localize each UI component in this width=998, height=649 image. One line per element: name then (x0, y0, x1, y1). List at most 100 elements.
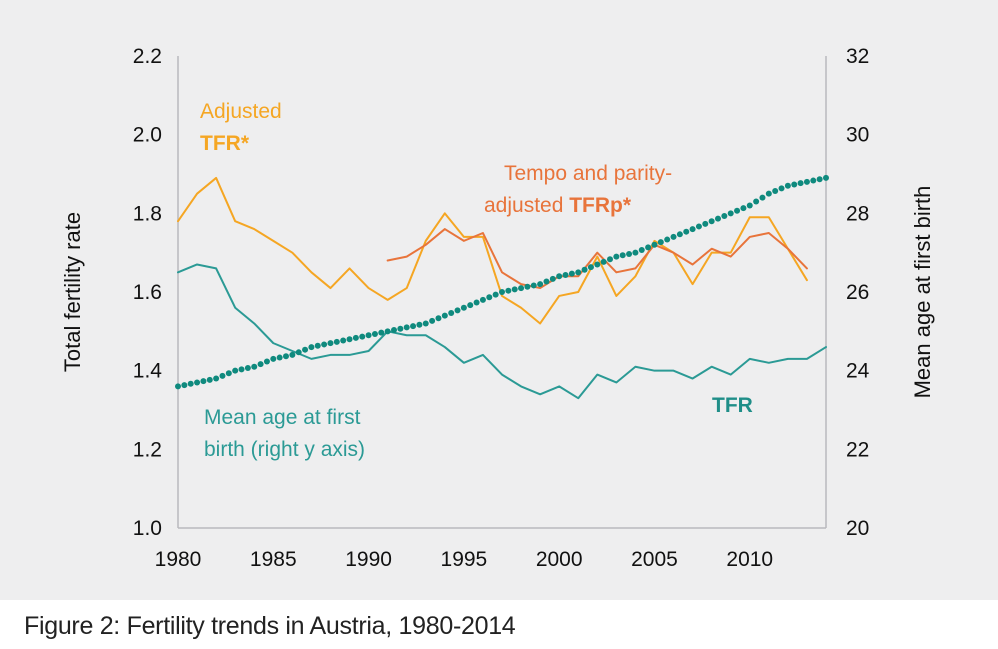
mean-age-dot (225, 370, 232, 377)
y2-tick-label: 24 (846, 360, 870, 383)
mean-age-dot (314, 342, 321, 349)
mean-age-dot (746, 202, 753, 209)
left-axis-title: Total fertility rate (60, 212, 85, 372)
mean-age-dot (664, 236, 671, 243)
mean-age-dot (473, 299, 480, 306)
mean-age-dot (715, 215, 721, 222)
tfrp-annotation-line1: Tempo and parity- (504, 162, 672, 185)
mean-age-dot (816, 176, 823, 183)
mean-age-dot (607, 256, 613, 263)
mean-age-dot (283, 353, 289, 360)
x-tick-label: 1990 (345, 548, 392, 571)
mean-age-dot (181, 382, 188, 389)
mean-age-dot (460, 304, 467, 311)
mean-age-dot (613, 253, 620, 260)
mean-age-dot (511, 286, 518, 293)
mean-age-dot (619, 252, 626, 259)
mean-age-annotation-line1: Mean age at first (204, 406, 361, 429)
mean-age-dot (194, 379, 201, 386)
mean-age-dot (702, 220, 709, 227)
mean-age-dot (276, 354, 283, 361)
y2-tick-label: 20 (846, 517, 869, 540)
tfrp-annotation-line2: adjusted TFRp* (484, 194, 632, 217)
right-axis-title: Mean age at first birth (910, 186, 935, 399)
y-tick-label: 1.8 (133, 202, 162, 225)
mean-age-dot (575, 269, 582, 276)
mean-age-dot (638, 247, 645, 254)
mean-age-dot (708, 218, 715, 225)
y-tick-label: 1.2 (133, 438, 162, 461)
mean-age-dot (721, 212, 728, 219)
tfrp-annotation-line2-regular: adjusted (484, 194, 569, 217)
mean-age-dot (384, 328, 391, 335)
mean-age-dot (263, 358, 270, 365)
mean-age-dot (232, 367, 239, 374)
y-tick-label: 1.4 (133, 360, 163, 383)
mean-age-dot (759, 194, 766, 201)
x-tick-labels: 1980 1985 1990 1995 2000 2005 2010 (155, 548, 773, 571)
mean-age-dot (765, 190, 772, 197)
mean-age-dot (772, 188, 779, 195)
mean-age-dot (289, 351, 296, 358)
mean-age-dot (359, 333, 366, 340)
mean-age-dot (492, 291, 499, 298)
caption-band: Figure 2: Fertility trends in Austria, 1… (0, 600, 998, 649)
mean-age-dot (238, 366, 245, 373)
mean-age-dot (581, 266, 588, 273)
mean-age-dot (327, 340, 334, 347)
mean-age-dot (308, 344, 315, 351)
mean-age-dot (340, 337, 347, 344)
mean-age-dot (346, 336, 353, 343)
mean-age-dot (727, 210, 734, 217)
y2-tick-label: 26 (846, 281, 869, 304)
mean-age-dot (734, 207, 741, 214)
adjusted-annotation-line1: Adjusted (200, 100, 282, 123)
mean-age-dot (587, 264, 594, 271)
mean-age-dot (753, 198, 760, 205)
mean-age-dot (632, 249, 639, 256)
mean-age-dot (371, 330, 378, 337)
mean-age-dot (683, 228, 690, 235)
mean-age-dot (441, 312, 448, 319)
left-y-tick-labels: 1.0 1.2 1.4 1.6 1.8 2.0 2.2 (133, 45, 163, 540)
mean-age-dot (657, 239, 664, 246)
mean-age-dot (499, 289, 505, 295)
mean-age-dot (429, 317, 436, 324)
adjusted-tfr-series-line (177, 176, 808, 325)
x-tick-label: 2005 (631, 548, 678, 571)
mean-age-dot (352, 334, 359, 341)
tfr-series-line (177, 263, 827, 400)
mean-age-dot (670, 233, 677, 240)
mean-age-dot (810, 177, 817, 184)
mean-age-dot (270, 355, 277, 362)
mean-age-dot (416, 321, 423, 328)
mean-age-dot (295, 349, 302, 356)
mean-age-dot (537, 281, 544, 288)
mean-age-dot (175, 383, 181, 390)
mean-age-annotation-line2: birth (right y axis) (204, 438, 365, 461)
y2-tick-label: 28 (846, 202, 869, 225)
mean-age-dot (448, 309, 455, 316)
right-y-tick-labels: 20 22 24 26 28 30 32 (846, 45, 870, 540)
figure-caption: Figure 2: Fertility trends in Austria, 1… (24, 612, 516, 640)
mean-age-dot (378, 329, 385, 336)
mean-age-dot (740, 205, 747, 212)
mean-age-dot (422, 320, 429, 327)
mean-age-dot (556, 273, 563, 280)
mean-age-dot (600, 258, 607, 265)
mean-age-dot (549, 275, 556, 282)
mean-age-dot (251, 363, 258, 370)
y-tick-label: 2.2 (133, 45, 162, 68)
mean-age-dot (594, 261, 601, 268)
mean-age-dot (213, 375, 220, 382)
mean-age-dot (187, 380, 194, 387)
mean-age-dot (791, 181, 798, 188)
mean-age-dot (524, 283, 531, 290)
mean-age-dot (676, 231, 683, 238)
mean-age-dot (797, 180, 804, 187)
mean-age-dot (321, 341, 328, 348)
x-tick-label: 2000 (536, 548, 583, 571)
mean-age-dot (778, 185, 785, 192)
y-tick-label: 1.6 (133, 281, 162, 304)
mean-age-dot (505, 287, 512, 294)
